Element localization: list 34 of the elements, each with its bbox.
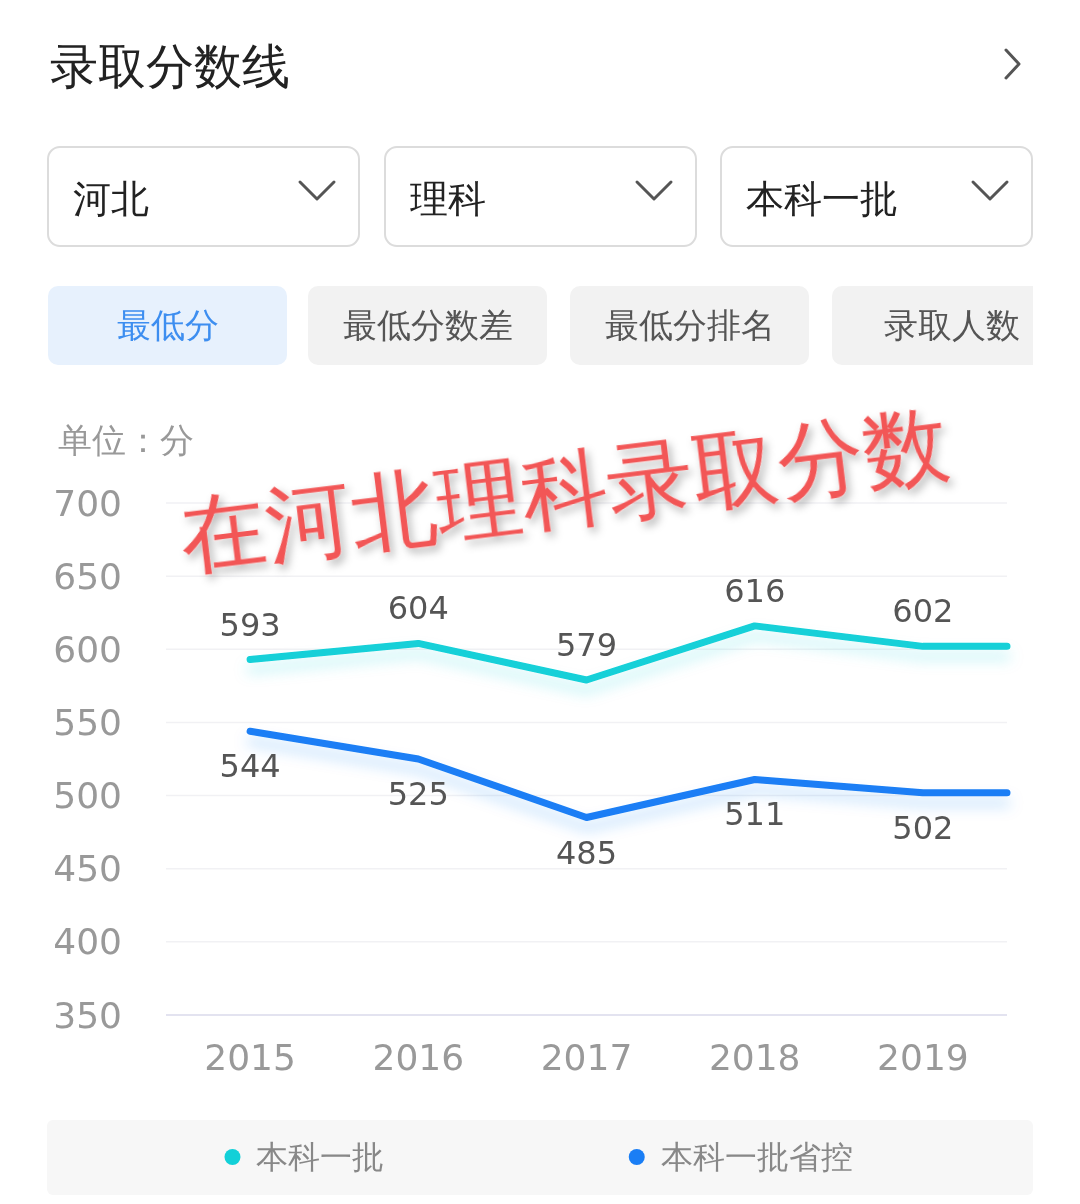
x-tick-label: 2016 <box>372 1037 465 1078</box>
y-tick-label: 550 <box>53 702 122 744</box>
data-label: 511 <box>724 795 786 834</box>
data-label: 525 <box>387 775 449 813</box>
legend-label: 本科一批省控 <box>660 1138 853 1177</box>
text: 理科 <box>410 177 486 221</box>
data-label: 502 <box>892 808 954 847</box>
chart-title: 录取分数线 <box>50 38 290 94</box>
data-label: 579 <box>555 626 618 665</box>
x-tick-label: 2017 <box>540 1037 633 1078</box>
legend-label: 本科一批 <box>256 1138 385 1177</box>
text: 河北 <box>73 177 149 221</box>
data-label: 485 <box>555 833 618 872</box>
text: 最低分数差 <box>342 305 513 345</box>
y-tick-label: 500 <box>53 775 122 817</box>
text: 最低分 <box>116 305 219 345</box>
text: 录取人数 <box>883 305 1020 345</box>
text: 本科一批 <box>746 177 898 221</box>
y-tick-label: 650 <box>53 555 122 597</box>
data-label: 602 <box>892 592 954 631</box>
y-tick-label: 400 <box>53 921 122 963</box>
y-tick-label: 600 <box>53 628 122 670</box>
x-tick-label: 2018 <box>708 1037 801 1078</box>
text: 最低分排名 <box>604 305 775 345</box>
y-tick-label: 450 <box>53 848 122 890</box>
y-tick-label: 700 <box>53 482 122 524</box>
data-label: 593 <box>219 605 281 644</box>
data-label: 616 <box>724 571 786 610</box>
x-tick-label: 2015 <box>204 1037 296 1078</box>
x-tick-label: 2019 <box>877 1037 969 1078</box>
y-axis-title: 单位：分 <box>58 420 194 460</box>
data-label: 604 <box>387 589 449 628</box>
y-tick-label: 350 <box>53 994 122 1036</box>
data-label: 544 <box>219 747 281 786</box>
